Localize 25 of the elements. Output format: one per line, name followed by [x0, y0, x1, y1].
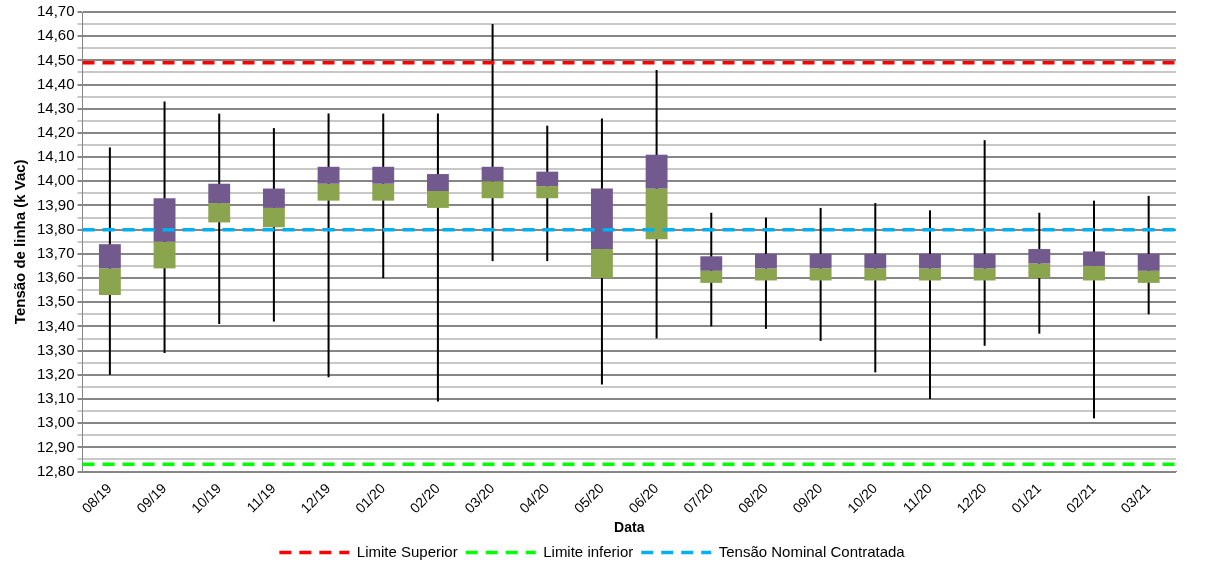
y-tick-label: 13,10: [36, 389, 75, 407]
y-tick-label: 13,40: [36, 316, 75, 334]
y-tick-label: 14,20: [36, 123, 75, 141]
y-tick-label: 13,80: [36, 219, 75, 237]
y-tick-label: 14,70: [36, 2, 75, 20]
y-tick-label: 13,20: [36, 364, 75, 382]
x-axis-title: Data: [614, 519, 645, 536]
legend-label: Limite inferior: [543, 542, 634, 560]
y-tick-label: 14,40: [36, 74, 75, 92]
y-tick-label: 13,90: [36, 195, 75, 213]
y-tick-label: 14,30: [36, 98, 75, 116]
y-tick-label: 13,30: [36, 340, 75, 358]
y-tick-label: 14,00: [36, 171, 75, 189]
y-tick-label: 12,80: [36, 461, 75, 479]
y-axis-title: Tensão de linha (k Vac): [11, 159, 29, 325]
y-tick-label: 14,50: [36, 50, 75, 68]
y-tick-label: 14,60: [36, 26, 75, 44]
y-tick-label: 13,70: [36, 244, 75, 262]
legend-label: Limite Superior: [356, 542, 458, 560]
y-tick-label: 13,00: [36, 413, 75, 431]
y-tick-label: 12,90: [36, 437, 75, 455]
legend-label: Tensão Nominal Contratada: [718, 542, 906, 560]
y-tick-label: 13,60: [36, 268, 75, 286]
y-tick-label: 14,10: [36, 147, 75, 165]
y-tick-label: 13,50: [36, 292, 75, 310]
